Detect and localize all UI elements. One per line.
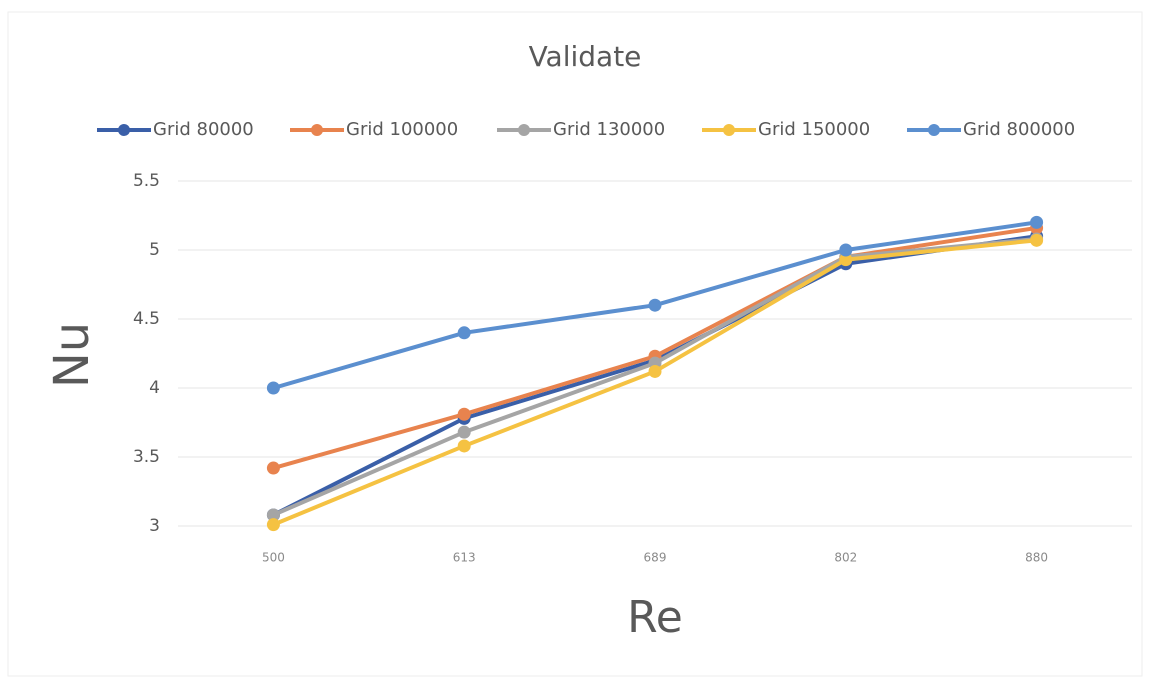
legend-label: Grid 800000 — [963, 119, 1075, 140]
point-marker — [266, 518, 280, 532]
y-tick-label: 4 — [149, 378, 160, 398]
x-tick-label: 880 — [1025, 551, 1048, 565]
legend-marker — [518, 124, 530, 136]
point-marker — [1030, 215, 1044, 229]
chart-frame — [7, 11, 1143, 677]
legend-marker — [723, 124, 735, 136]
point-marker — [266, 508, 280, 522]
x-tick-label: 500 — [262, 551, 285, 565]
point-marker — [266, 381, 280, 395]
y-axis-label: Nu — [44, 322, 100, 388]
y-tick-label: 4.5 — [133, 309, 160, 329]
legend-marker — [311, 124, 323, 136]
point-marker — [457, 425, 471, 439]
y-tick-label: 3.5 — [133, 447, 160, 467]
y-tick-label: 5.5 — [133, 171, 160, 191]
point-marker — [457, 326, 471, 340]
legend-label: Grid 150000 — [758, 119, 870, 140]
x-tick-label: 802 — [834, 551, 857, 565]
legend-label: Grid 80000 — [153, 119, 254, 140]
chart-title: Validate — [529, 40, 642, 73]
y-tick-label: 5 — [149, 240, 160, 260]
point-marker — [648, 364, 662, 378]
x-tick-label: 689 — [644, 551, 667, 565]
point-marker — [457, 439, 471, 453]
point-marker — [457, 407, 471, 421]
legend-label: Grid 130000 — [553, 119, 665, 140]
point-marker — [839, 243, 853, 257]
legend-marker — [928, 124, 940, 136]
point-marker — [266, 461, 280, 475]
legend-marker — [118, 124, 130, 136]
point-marker — [839, 253, 853, 267]
point-marker — [1030, 233, 1044, 247]
legend-label: Grid 100000 — [346, 119, 458, 140]
x-axis-label: Re — [627, 592, 683, 643]
y-tick-label: 3 — [149, 516, 160, 536]
point-marker — [648, 298, 662, 312]
x-tick-label: 613 — [453, 551, 476, 565]
